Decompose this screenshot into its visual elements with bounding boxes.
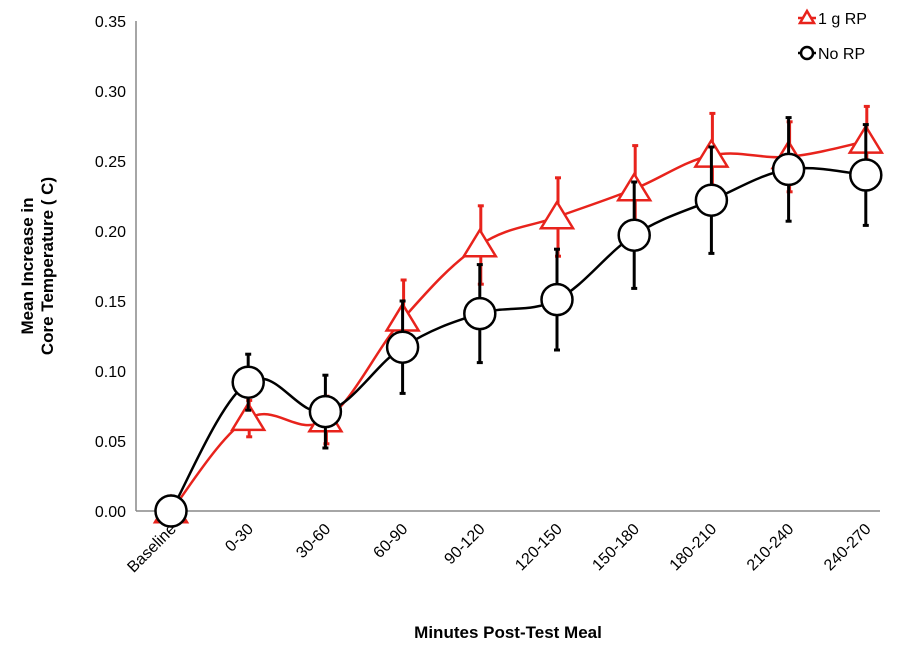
legend-label-no-rp: No RP: [818, 46, 865, 63]
data-point: [461, 227, 499, 258]
legend-label-1g-rp: 1 g RP: [818, 11, 867, 28]
data-point: [463, 296, 497, 331]
y-tick-labels: 0.00 0.05 0.10 0.15 0.20 0.25 0.30 0.35: [95, 14, 126, 521]
x-axis-title: Minutes Post-Test Meal: [414, 623, 602, 642]
data-point: [385, 330, 420, 364]
data-point: [154, 494, 188, 528]
x-tick-label: Baseline: [124, 521, 179, 576]
series-line: [170, 140, 867, 512]
x-tick-label: 60-90: [370, 521, 411, 562]
legend: 1 g RP No RP: [797, 8, 867, 63]
data-point: [771, 152, 806, 187]
axes: [135, 21, 880, 512]
x-tick-label: 120-150: [512, 521, 566, 575]
data-point: [617, 218, 651, 252]
y-axis-title-line-2: Core Temperature ( C): [38, 177, 57, 355]
y-tick-label: 0.30: [95, 84, 126, 101]
y-axis-title: Mean Increase in Core Temperature ( C): [18, 177, 57, 355]
x-tick-label: 210-240: [744, 521, 798, 575]
y-tick-label: 0.00: [95, 504, 126, 521]
data-point: [540, 282, 574, 317]
legend-item-no-rp: No RP: [798, 45, 865, 63]
data-point: [231, 365, 265, 399]
y-tick-label: 0.25: [95, 154, 126, 171]
data-point: [308, 394, 343, 429]
x-tick-label: 0-30: [222, 521, 257, 556]
markers: [154, 152, 883, 528]
data-point: [849, 158, 883, 192]
legend-triangle-icon: [797, 8, 817, 25]
series-no-rp: [154, 116, 883, 528]
y-tick-label: 0.05: [95, 434, 126, 451]
y-tick-label: 0.20: [95, 224, 126, 241]
x-tick-label: 90-120: [441, 521, 488, 568]
data-point: [229, 401, 267, 432]
x-tick-label: 180-210: [667, 521, 721, 575]
data-point: [538, 199, 576, 230]
x-tick-label: 150-180: [589, 521, 643, 575]
series-line: [169, 166, 866, 512]
x-tick-labels: Baseline 0-30 30-60 60-90 90-120 120-150 150-1…: [124, 521, 874, 576]
y-axis-title-line-1: Mean Increase in: [18, 197, 37, 334]
markers: [152, 123, 885, 524]
series: [152, 104, 885, 528]
legend-item-1g-rp: 1 g RP: [797, 8, 867, 28]
x-tick-label: 240-270: [821, 521, 875, 575]
y-tick-label: 0.15: [95, 294, 126, 311]
y-tick-label: 0.10: [95, 364, 126, 381]
legend-circle-icon: [799, 45, 815, 61]
y-tick-label: 0.35: [95, 14, 126, 31]
data-point: [694, 183, 729, 217]
x-tick-label: 30-60: [293, 521, 334, 562]
